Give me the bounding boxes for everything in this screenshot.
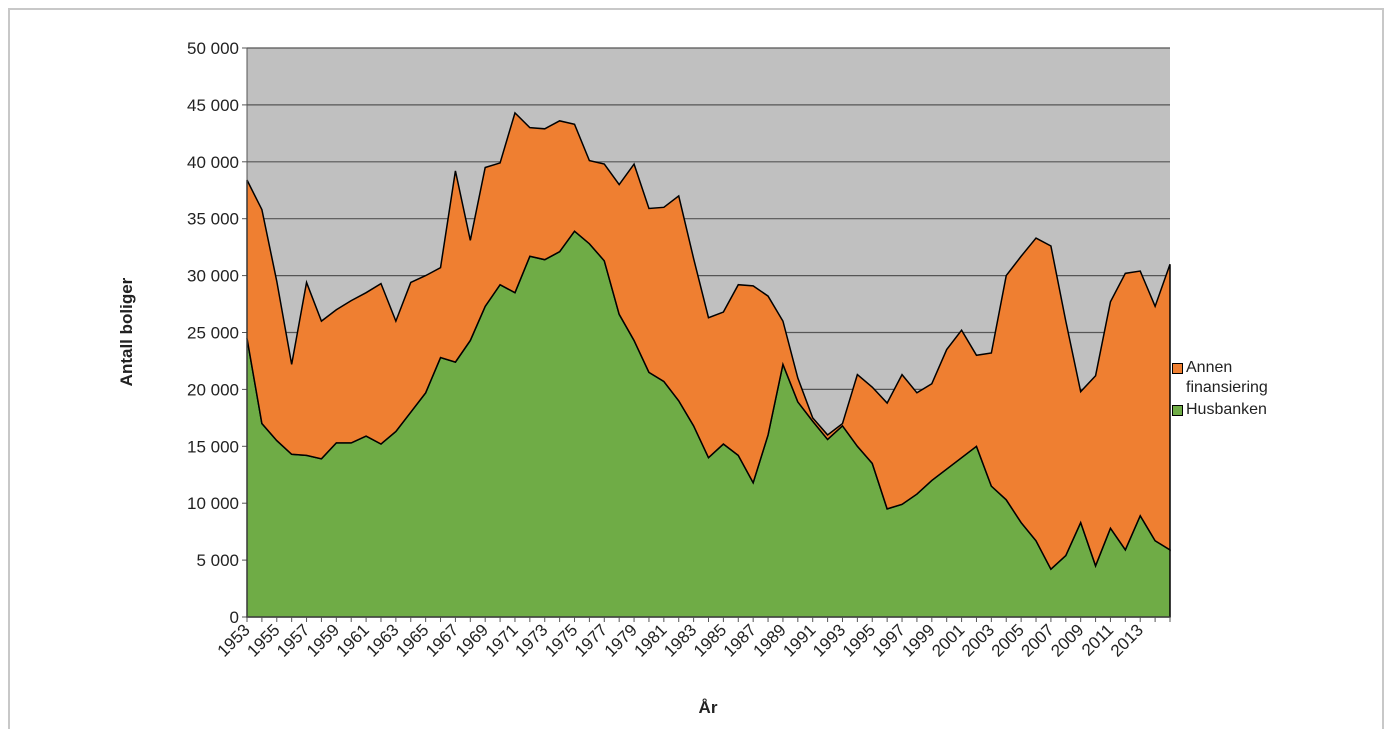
x-tick-label: 1961	[333, 620, 373, 660]
x-tick-label: 1957	[273, 620, 313, 660]
x-tick-label: 1977	[571, 620, 611, 660]
x-tick-label: 1967	[422, 620, 462, 660]
y-tick-label: 20 000	[187, 380, 239, 399]
frame	[8, 8, 1384, 729]
legend-item: Husbanken	[1172, 400, 1302, 420]
x-tick-label: 1981	[630, 620, 670, 660]
legend-label: Annen finansiering	[1186, 359, 1268, 396]
y-tick-label: 35 000	[187, 210, 239, 229]
y-tick-label: 5 000	[196, 551, 239, 570]
y-tick-label: 50 000	[187, 39, 239, 58]
x-tick-label: 1953	[214, 620, 254, 660]
area	[246, 111, 1171, 571]
y-tick-label: 15 000	[187, 437, 239, 456]
x-tick-label: 2003	[958, 620, 998, 660]
legend-swatch	[1172, 405, 1183, 416]
x-axis-title: År	[699, 698, 718, 717]
y-tick-label: 10 000	[187, 494, 239, 513]
x-tick-label: 1993	[809, 620, 849, 660]
x-tick-label: 1999	[898, 620, 938, 660]
x-tick-label: 1955	[243, 620, 283, 660]
legend-label: Husbanken	[1186, 401, 1267, 418]
legend-item: Annen finansiering	[1172, 358, 1302, 398]
x-tick-label: 1989	[750, 620, 790, 660]
x-tick-label: 1975	[541, 620, 581, 660]
legend: Annen finansiering Husbanken	[1172, 358, 1302, 422]
x-tick-label: 1969	[452, 620, 492, 660]
y-tick-label: 45 000	[187, 96, 239, 115]
x-tick-label: 1987	[720, 620, 760, 660]
x-tick-label: 2009	[1047, 620, 1087, 660]
y-tick-label: 40 000	[187, 153, 239, 172]
y-tick-label: 0	[230, 608, 239, 627]
x-tick-label: 1971	[482, 620, 522, 660]
y-axis-title: Antall boliger	[117, 277, 136, 386]
x-tick-label: 1991	[779, 620, 819, 660]
x-tick-label: 1983	[660, 620, 700, 660]
x-tick-label: 1963	[363, 620, 403, 660]
x-tick-label: 1979	[601, 620, 641, 660]
x-tick-label: 1997	[869, 620, 909, 660]
legend-swatch	[1172, 363, 1183, 374]
x-tick-label: 2011	[1078, 620, 1117, 659]
y-tick-label: 30 000	[187, 267, 239, 286]
x-tick-label: 1973	[511, 620, 551, 660]
x-tick-label: 2013	[1107, 620, 1147, 660]
y-tick-label: 25 000	[187, 324, 239, 343]
x-tick-label: 2007	[1018, 620, 1058, 660]
x-tick-label: 2005	[988, 620, 1028, 660]
x-tick-label: 1959	[303, 620, 343, 660]
x-tick-label: 1995	[839, 620, 879, 660]
x-tick-label: 1985	[690, 620, 730, 660]
x-tick-label: 1965	[392, 620, 432, 660]
x-tick-label: 2001	[928, 620, 968, 660]
